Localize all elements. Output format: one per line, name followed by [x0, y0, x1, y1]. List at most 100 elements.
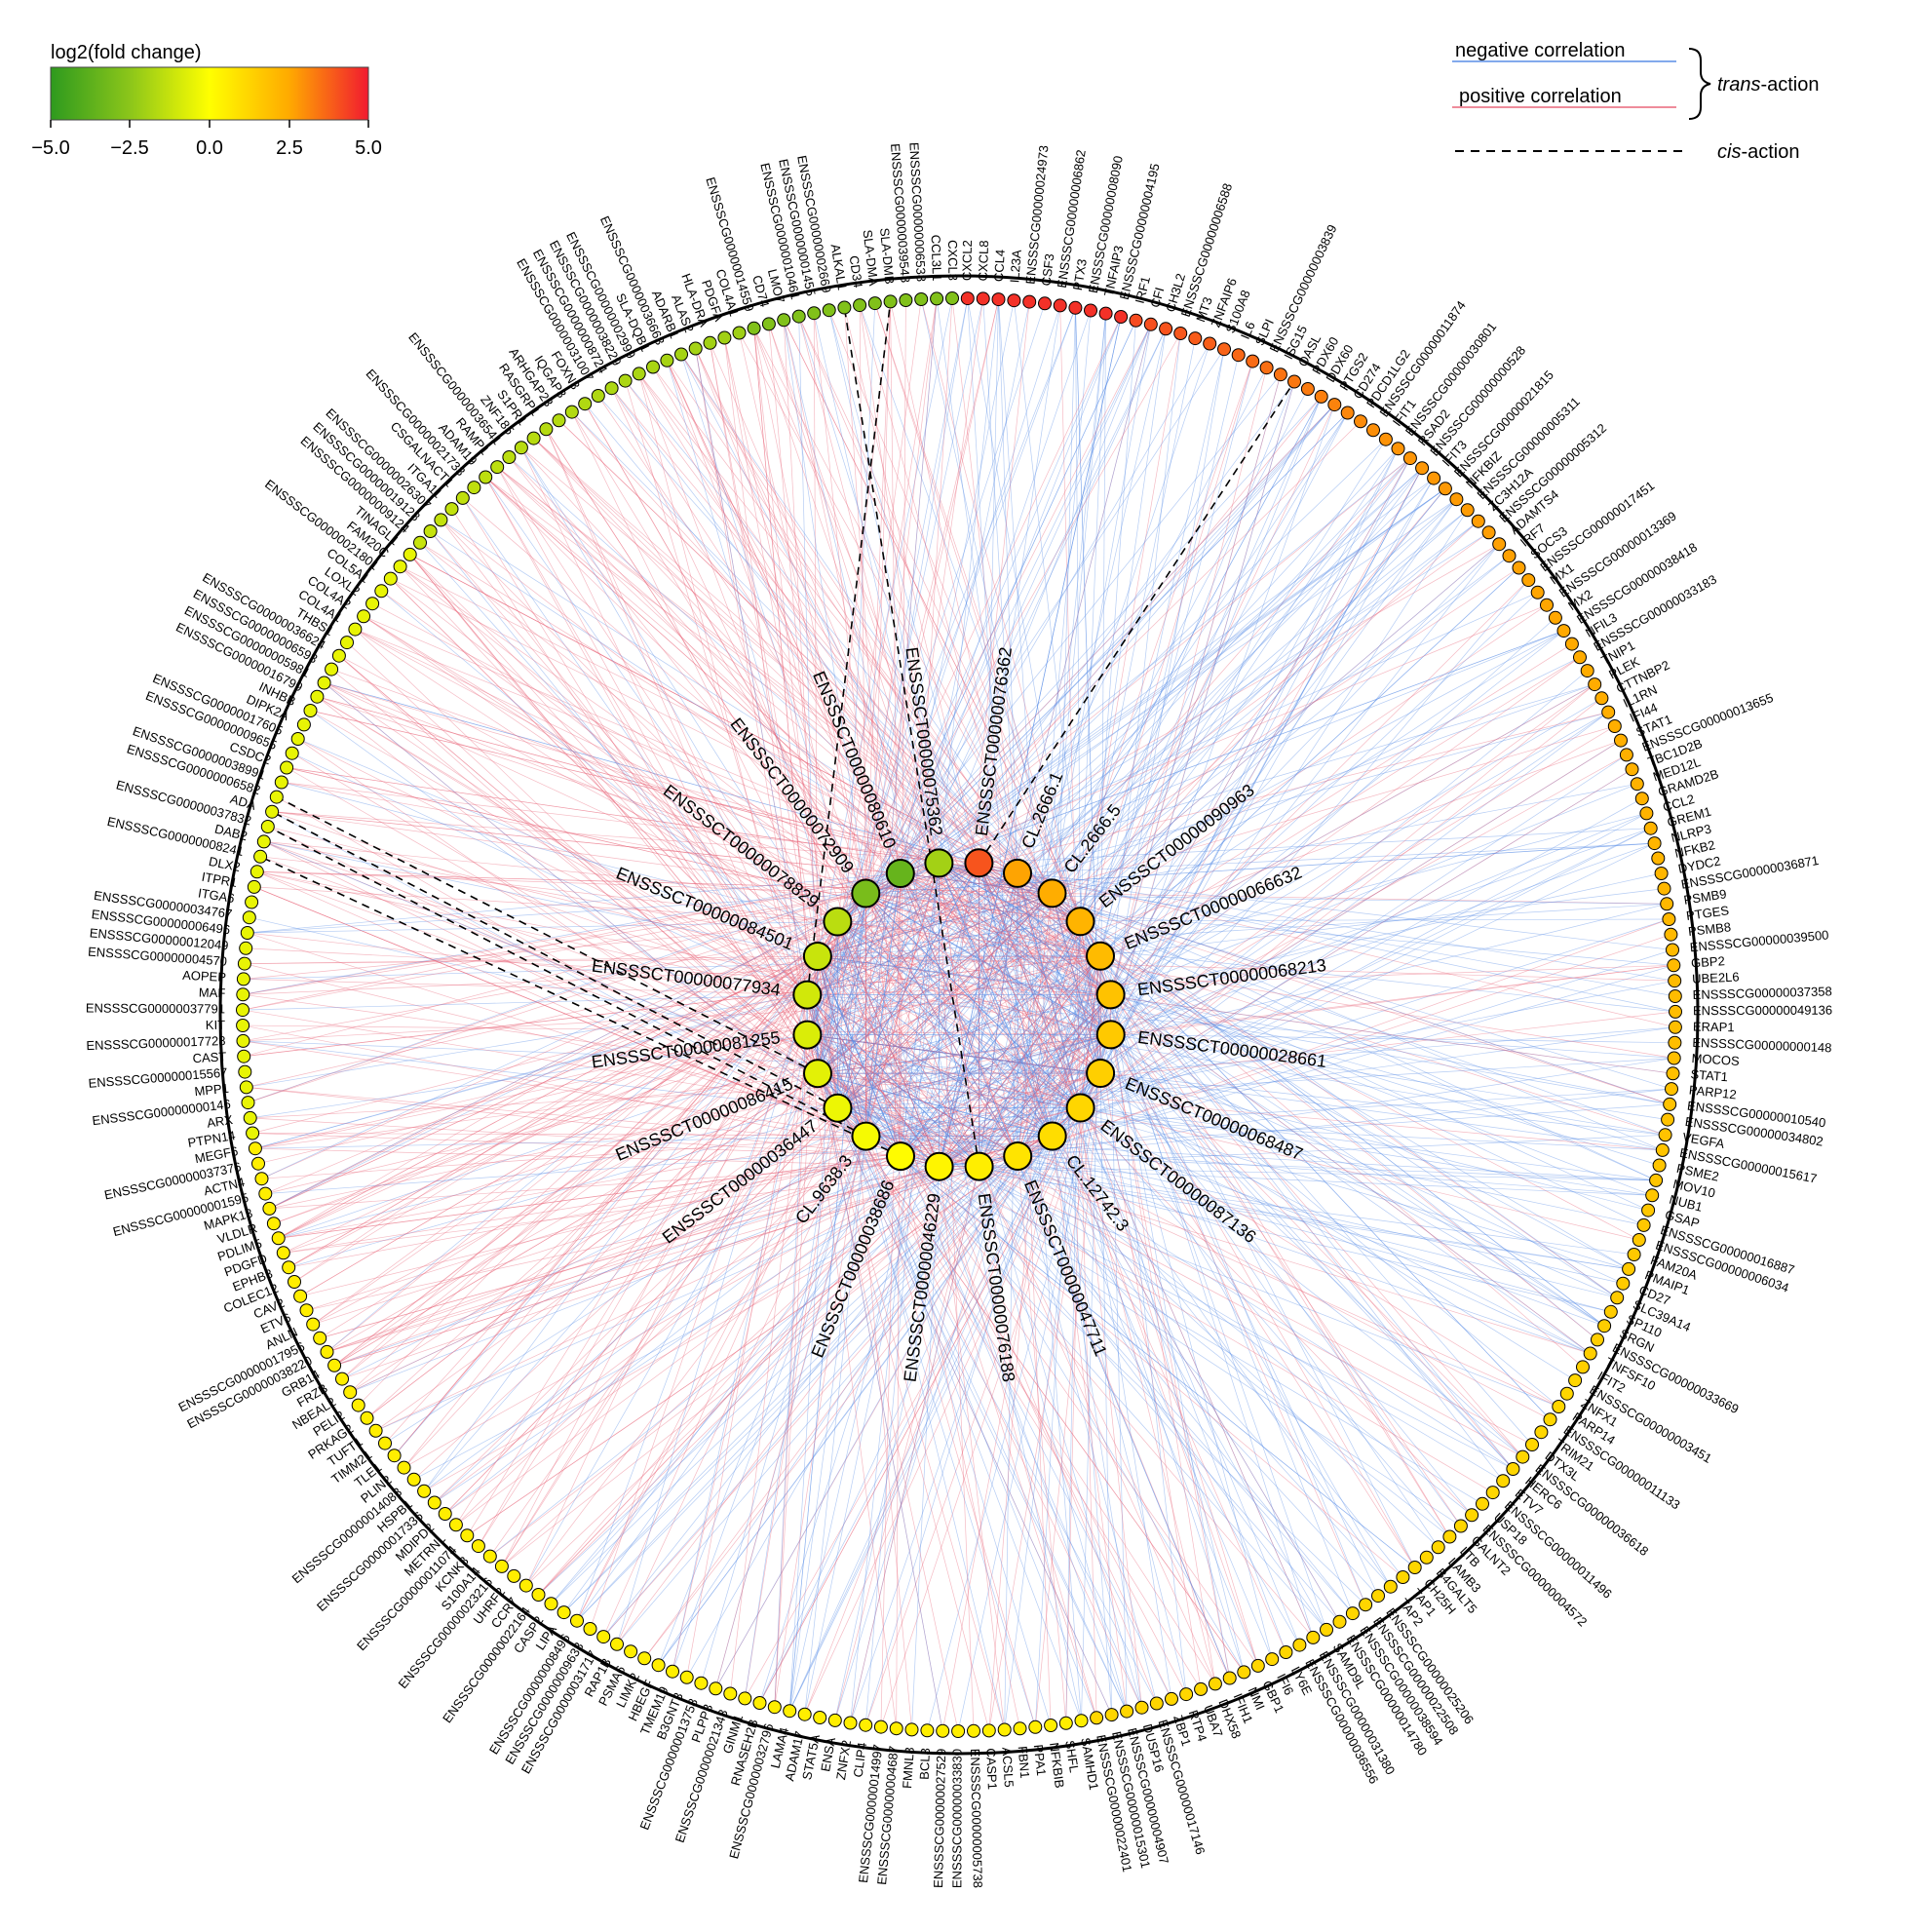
correlation-edge [254, 1147, 940, 1168]
correlation-edge [576, 1107, 838, 1621]
outer-node [1663, 1097, 1677, 1111]
correlation-edge [1017, 1155, 1231, 1679]
correlation-edge [817, 955, 1673, 1074]
outer-node [610, 1637, 624, 1651]
inner-edge [807, 1034, 979, 1167]
correlation-edge [927, 1072, 1101, 1731]
inner-edge [900, 872, 1053, 894]
correlation-edge [900, 872, 1231, 1679]
outer-node [276, 1246, 290, 1260]
outer-node [479, 470, 493, 484]
inner-node [1065, 907, 1095, 937]
outer-node [1203, 336, 1217, 351]
correlation-edge [865, 893, 1668, 905]
correlation-edge [533, 438, 1111, 995]
correlation-edge [1110, 994, 1660, 1166]
outer-node [951, 1724, 966, 1738]
legend-negative-label: negative correlation [1455, 40, 1626, 61]
correlation-edge [571, 411, 940, 1167]
correlation-edge [409, 554, 1018, 874]
outer-node [1292, 1638, 1307, 1652]
outer-node-label: NFKBIB [1047, 1742, 1067, 1790]
correlation-edge [1017, 1155, 1439, 1548]
outer-node [1449, 492, 1464, 507]
correlation-edge [390, 578, 808, 995]
outer-node [360, 1410, 374, 1425]
correlation-edge [501, 955, 819, 1567]
correlation-edge [1099, 355, 1240, 956]
outer-node-ring [236, 291, 1682, 1738]
outer-node [1068, 300, 1083, 315]
correlation-edge [807, 740, 1622, 1035]
outer-node [296, 717, 311, 732]
correlation-edge [817, 555, 1510, 1074]
correlation-edge [979, 1166, 1216, 1684]
correlation-edge [1110, 381, 1295, 1035]
outer-node [544, 1597, 558, 1611]
outer-node [1580, 664, 1594, 678]
inner-edge [817, 862, 979, 957]
correlation-edge [1110, 404, 1335, 1035]
correlation-edge [783, 320, 979, 1167]
inner-edge [979, 872, 1018, 1167]
outer-node-label: PTX3 [1070, 258, 1090, 292]
correlation-edge [1017, 457, 1411, 1157]
outer-node [236, 1003, 250, 1018]
correlation-edge [533, 438, 1053, 894]
outer-node [1543, 1412, 1557, 1427]
correlation-edge [1017, 310, 1092, 1157]
correlation-edge [672, 1034, 808, 1672]
correlation-edge [667, 360, 1018, 874]
correlation-edge [273, 1034, 808, 1224]
correlation-edge [563, 1155, 1018, 1613]
correlation-edge [333, 863, 979, 1367]
correlation-edge [1052, 1136, 1128, 1712]
correlation-edge [326, 1166, 940, 1353]
correlation-edge [256, 870, 1111, 1035]
correlation-edge [865, 592, 1538, 894]
correlation-edge [1017, 872, 1605, 1327]
outer-node [1179, 1687, 1194, 1702]
correlation-edge [297, 738, 819, 957]
outer-node-label: BCL3 [917, 1748, 933, 1780]
correlation-edge [807, 510, 1468, 1035]
correlation-edge [939, 1166, 1097, 1719]
correlation-edge [1110, 367, 1267, 995]
correlation-edge [253, 886, 866, 1137]
correlation-edge [837, 457, 1411, 1108]
correlation-edge [455, 1166, 940, 1526]
correlation-edge [256, 870, 866, 894]
correlation-edge [496, 466, 1111, 995]
inner-edge [939, 1072, 1101, 1168]
correlation-edge [865, 1136, 1514, 1470]
correlation-edge [1080, 478, 1435, 1108]
correlation-edge [462, 497, 902, 874]
correlation-edge [1017, 872, 1052, 1726]
correlation-edge [724, 337, 808, 1035]
correlation-edge [798, 316, 940, 864]
correlation-edge [409, 554, 1018, 874]
correlation-edge [1052, 307, 1076, 1137]
correlation-edge [525, 1034, 1111, 1586]
outer-node [265, 804, 280, 819]
outer-node [1149, 1696, 1164, 1711]
correlation-edge [625, 380, 1111, 1035]
correlation-edge [850, 1136, 1054, 1723]
correlation-edge [1052, 893, 1670, 1105]
correlation-edge [1052, 498, 1457, 894]
correlation-edge [584, 403, 1111, 1035]
inner-node [924, 848, 954, 878]
correlation-edge [1110, 1034, 1128, 1712]
correlation-edge [817, 955, 1673, 1074]
inner-edge [807, 994, 1081, 1108]
correlation-edge [400, 565, 1081, 1108]
correlation-edge [317, 696, 1101, 957]
correlation-edge [939, 343, 1210, 1167]
outer-node [1058, 1716, 1073, 1730]
correlation-edge [263, 841, 1081, 922]
correlation-edge [441, 520, 902, 874]
outer-node [1661, 1112, 1675, 1127]
outer-node [290, 732, 305, 746]
outer-node [1442, 1529, 1457, 1544]
